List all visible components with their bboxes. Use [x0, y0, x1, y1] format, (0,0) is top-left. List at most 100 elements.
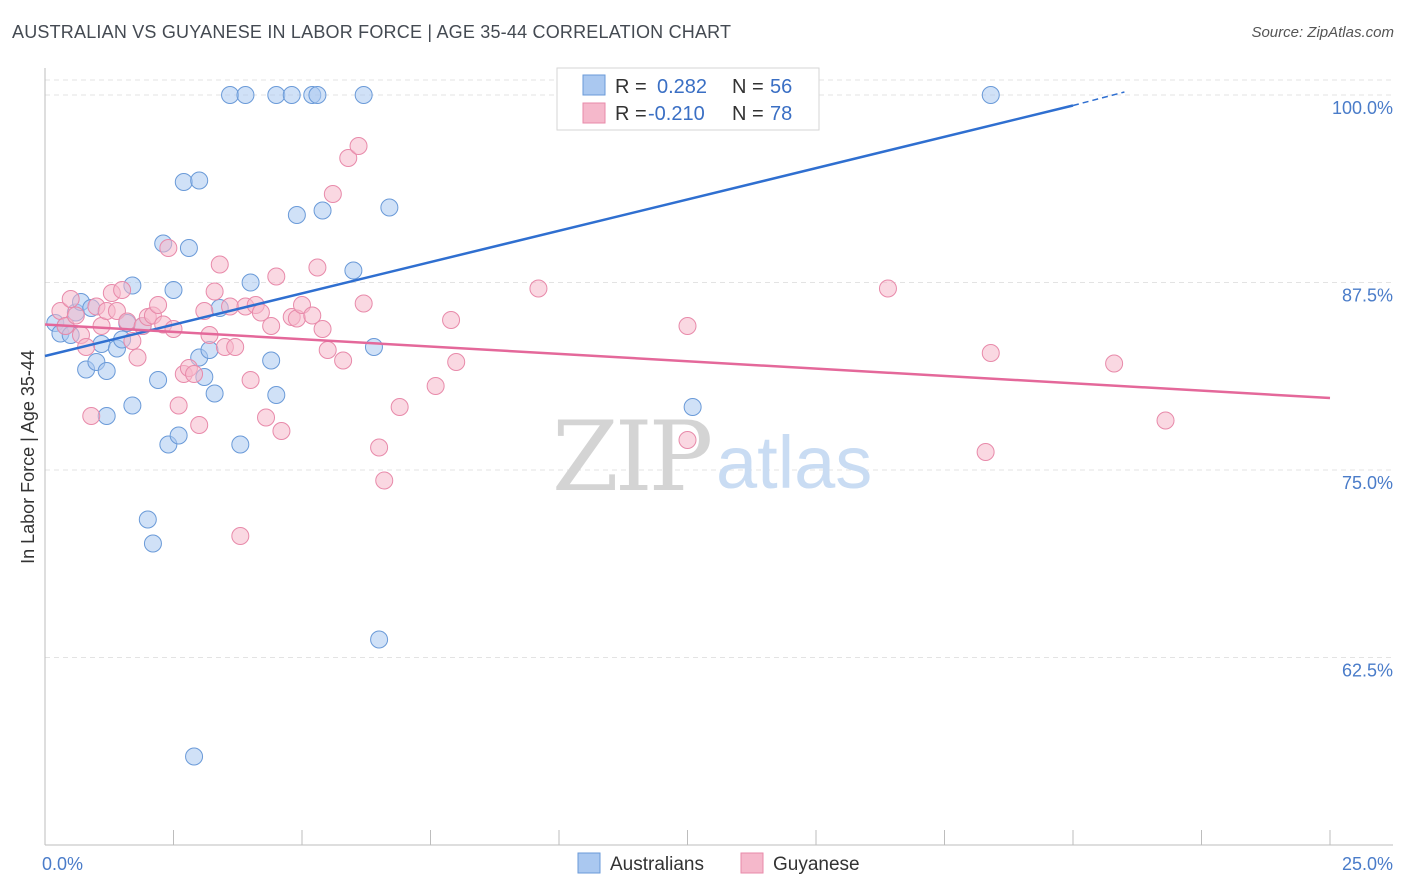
- trend-lines: [44, 91, 1331, 400]
- australian-point: [344, 261, 363, 280]
- chart-title: AUSTRALIAN VS GUYANESE IN LABOR FORCE | …: [12, 22, 732, 42]
- guyanese-point: [82, 407, 101, 425]
- australian-point: [282, 86, 301, 104]
- australian-point: [267, 386, 286, 404]
- guyanese-point: [1105, 354, 1124, 373]
- guyanese-point: [370, 438, 389, 457]
- gridlines: [45, 79, 1393, 658]
- australian-point: [149, 371, 168, 389]
- australian-point: [205, 384, 224, 403]
- australian-point: [164, 281, 183, 299]
- guyanese-point: [339, 149, 358, 167]
- legend-r-value-2: -0.210: [648, 103, 705, 125]
- legend-swatch-guyanese: [582, 102, 606, 124]
- guyanese-point: [354, 294, 373, 313]
- guyanese-point: [442, 311, 461, 329]
- guyanese-point: [118, 312, 137, 331]
- australian-point: [308, 86, 327, 104]
- australian-point: [231, 435, 250, 454]
- australian-point: [313, 201, 332, 220]
- australian-point: [138, 510, 157, 529]
- guyanese-point: [303, 306, 322, 325]
- australian-point: [97, 362, 116, 380]
- guyanese-point: [318, 341, 337, 359]
- australian-point: [683, 398, 702, 416]
- guyanese-point: [149, 296, 168, 314]
- australian-point: [262, 351, 281, 370]
- australian-point: [221, 86, 240, 104]
- australian-point: [123, 396, 142, 415]
- guyanese-point: [226, 338, 245, 356]
- guyanese-point: [272, 422, 291, 440]
- trend-line-australians-extension: [1072, 91, 1125, 107]
- legend-bottom-swatch-australians: [577, 852, 601, 874]
- legend-bottom-swatch-guyanese: [740, 852, 764, 874]
- trend-line-australians: [44, 104, 1074, 358]
- legend-bottom-guyanese: Guyanese: [773, 854, 860, 875]
- legend-n-value-2: 78: [770, 103, 792, 125]
- watermark: ZIP atlas: [552, 401, 872, 513]
- legend-r-value-1: 0.282: [657, 76, 707, 98]
- guyanese-point: [349, 137, 368, 155]
- y-tick-label: 62.5%: [1342, 661, 1393, 681]
- axes: [44, 68, 1393, 846]
- australian-point: [380, 198, 399, 217]
- guyanese-point: [426, 377, 445, 395]
- legend-top: R = 0.282 N = 56 R = -0.210 N = 78: [556, 67, 820, 131]
- watermark-atlas: atlas: [716, 421, 872, 504]
- source-label: Source: ZipAtlas.com: [1251, 24, 1394, 41]
- guyanese-point: [61, 290, 80, 308]
- guyanese-point: [323, 185, 342, 203]
- guyanese-point: [113, 281, 132, 299]
- guyanese-point: [678, 431, 697, 449]
- australian-point: [267, 86, 286, 104]
- guyanese-point: [334, 351, 353, 370]
- y-tick-label: 87.5%: [1342, 286, 1393, 306]
- australian-point: [143, 534, 162, 553]
- y-tick-label: 100.0%: [1332, 98, 1393, 118]
- guyanese-point: [375, 471, 394, 490]
- y-tick-labels: 62.5% 75.0% 87.5% 100.0%: [1332, 98, 1393, 681]
- guyanese-point: [1156, 411, 1175, 430]
- guyanese-point: [447, 353, 466, 371]
- guyanese-point: [529, 279, 548, 298]
- guyanese-point: [128, 348, 147, 367]
- guyanese-point: [390, 398, 409, 416]
- guyanese-point: [205, 282, 224, 301]
- australian-point: [287, 206, 306, 224]
- guyanese-point: [257, 408, 276, 427]
- australian-point: [981, 86, 1000, 104]
- x-tick-label: 0.0%: [42, 854, 83, 874]
- x-tick-labels: 0.0% 25.0%: [42, 854, 1393, 874]
- watermark-zip: ZIP: [552, 401, 711, 513]
- guyanese-point: [169, 396, 188, 415]
- y-axis-label: In Labor Force | Age 35-44: [18, 350, 38, 564]
- guyanese-point: [210, 255, 229, 274]
- australian-point: [97, 407, 116, 425]
- australian-point: [200, 341, 219, 359]
- australian-point: [174, 173, 193, 191]
- legend-r-label-2: R =: [615, 103, 647, 125]
- guyanese-point: [976, 443, 995, 461]
- guyanese-point: [92, 317, 111, 335]
- guyanese-point: [185, 365, 204, 383]
- guyanese-point: [262, 317, 281, 335]
- y-tick-label: 75.0%: [1342, 473, 1393, 493]
- guyanese-point: [66, 306, 85, 325]
- legend-bottom: Australians Guyanese: [577, 852, 860, 875]
- legend-bottom-australians: Australians: [610, 854, 704, 875]
- australian-point: [190, 171, 209, 190]
- guyanese-point: [241, 371, 260, 389]
- australian-point: [241, 273, 260, 292]
- guyanese-point: [308, 258, 327, 277]
- legend-r-label-1: R =: [615, 76, 647, 98]
- x-tick-label: 25.0%: [1342, 854, 1393, 874]
- legend-n-value-1: 56: [770, 76, 792, 98]
- australian-point: [370, 630, 389, 649]
- guyanese-point: [267, 267, 286, 286]
- australian-point: [236, 86, 255, 104]
- legend-n-label-1: N =: [732, 76, 764, 98]
- guyanese-point: [190, 416, 209, 434]
- australian-point: [364, 338, 383, 356]
